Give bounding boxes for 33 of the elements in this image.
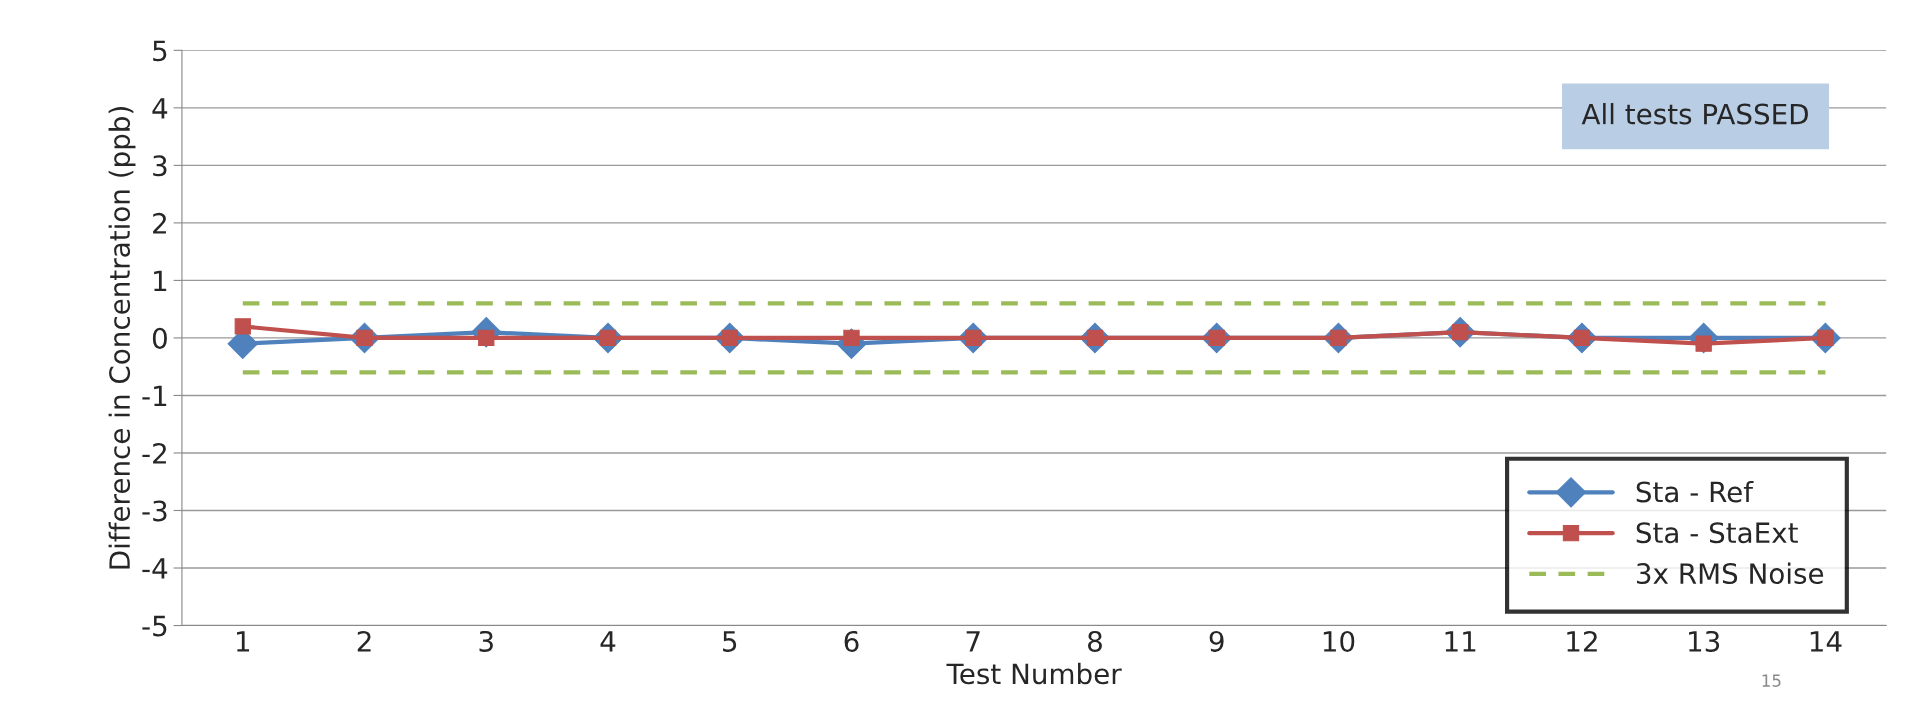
y-tick-label: -2	[142, 442, 166, 464]
y-tick-label: 4	[152, 98, 168, 119]
y-tick-label: 1	[154, 270, 167, 291]
legend-label: Sta - Ref	[1636, 480, 1754, 503]
point	[234, 318, 251, 335]
y-tick-label: -1	[142, 385, 167, 406]
annotation: All tests PASSED	[1581, 103, 1808, 125]
y-tick-label: 3	[153, 155, 167, 177]
legend-label: Sta - StaExt	[1636, 522, 1798, 544]
x-tick-label: 10	[1323, 630, 1355, 652]
x-tick-label: 8	[1088, 630, 1102, 652]
x-tick-label: 5	[723, 631, 737, 652]
x-tick-label: 14	[1810, 631, 1842, 652]
x-tick-label: 6	[844, 630, 859, 652]
y-tick-label: 2	[153, 212, 166, 234]
y-tick-label: -3	[142, 500, 167, 522]
y-tick-label: 5	[153, 40, 167, 62]
text: 15	[1762, 674, 1781, 687]
x-tick-label: 11	[1445, 631, 1476, 652]
y-axis-title: Difference in Concentration (ppb)	[108, 107, 136, 569]
y-tick-label: 0	[152, 327, 167, 349]
x-tick-label: 13	[1689, 630, 1720, 652]
x-axis-title: Test Number	[946, 662, 1122, 685]
x-tick-label: 9	[1209, 630, 1224, 652]
legend-label: 3x RMS Noise	[1636, 562, 1824, 585]
x-tick-label: 1	[237, 631, 250, 652]
x-tick-label: 4	[600, 631, 616, 652]
y-tick-label: -5	[142, 615, 167, 637]
x-tick-label: 7	[966, 631, 980, 652]
x-tick-label: 12	[1567, 630, 1597, 652]
y-tick-label: -4	[142, 558, 168, 579]
x-tick-label: 3	[479, 630, 493, 652]
x-tick-label: 2	[357, 630, 371, 652]
